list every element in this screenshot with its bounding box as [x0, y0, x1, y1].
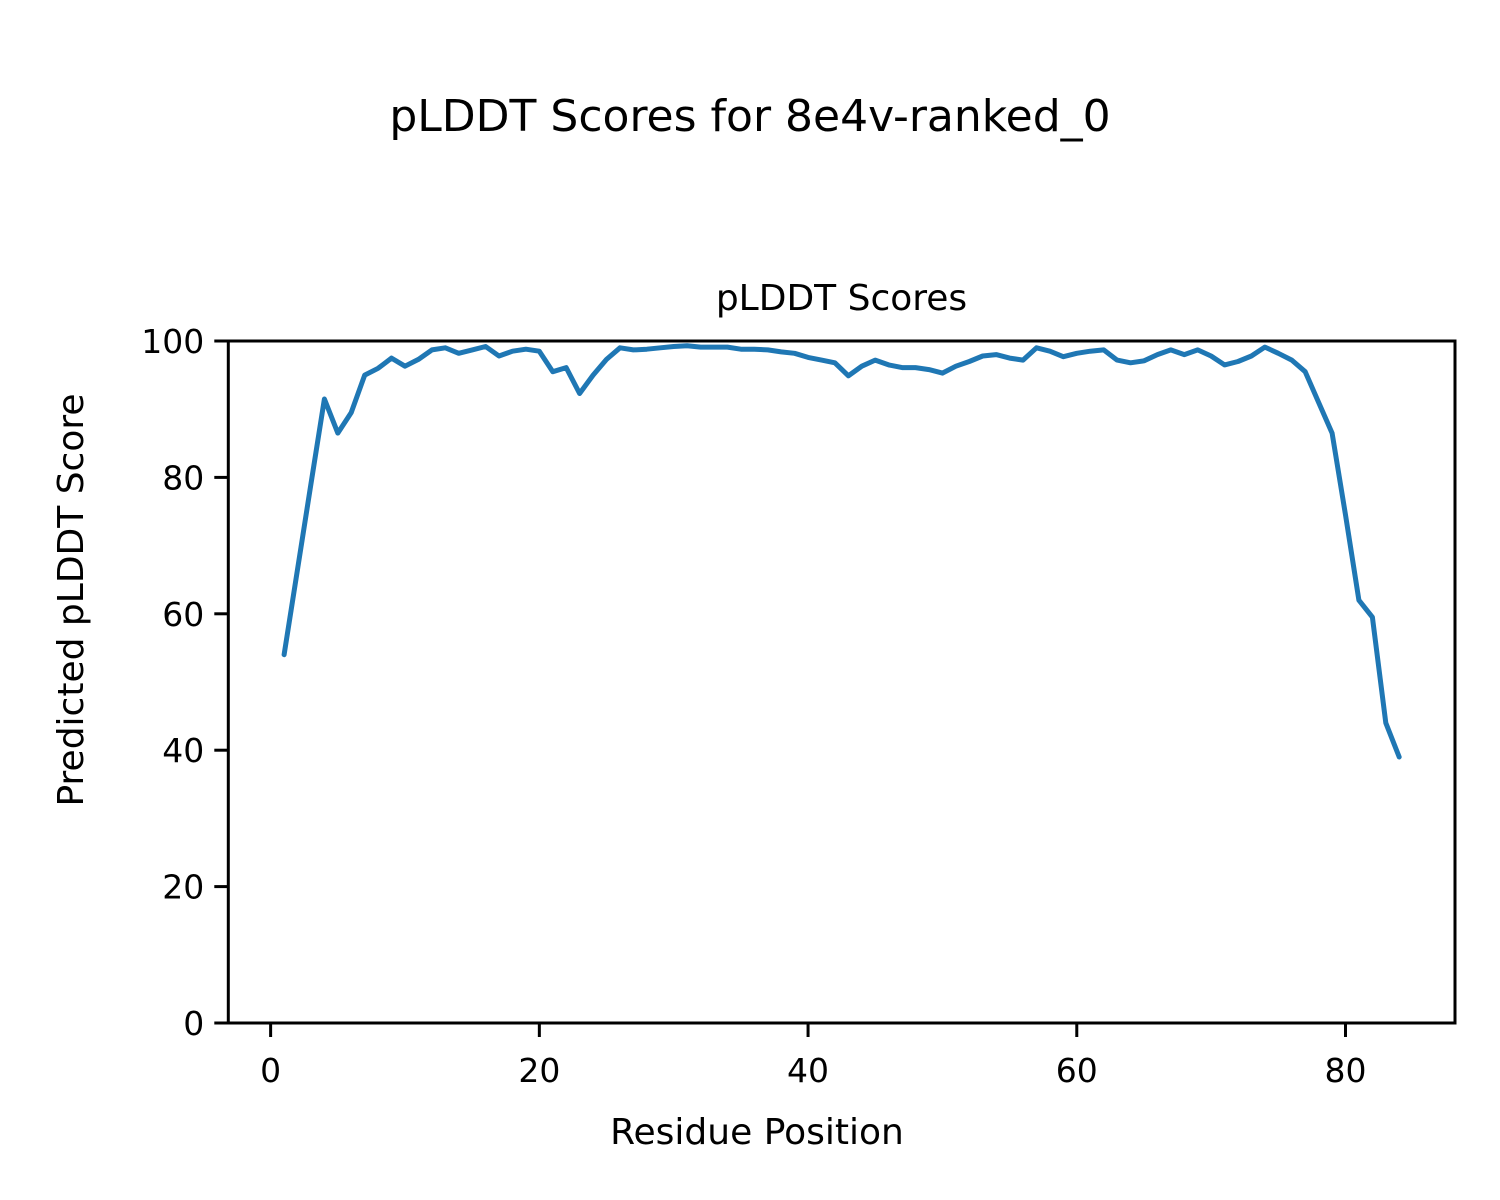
- x-tick-label: 20: [518, 1051, 560, 1090]
- x-tick-label: 80: [1324, 1051, 1366, 1090]
- x-axis-label: Residue Position: [610, 1112, 904, 1153]
- y-tick-label: 60: [162, 595, 204, 634]
- plddt-line: [281, 343, 1402, 760]
- x-tick-label: 40: [787, 1051, 829, 1090]
- y-tick-label: 20: [162, 868, 204, 907]
- y-tick-label: 100: [141, 322, 204, 361]
- axes-title: pLDDT Scores: [715, 278, 968, 319]
- y-tick-label: 80: [162, 458, 204, 497]
- y-tick-label: 0: [183, 1004, 204, 1043]
- y-tick-label: 40: [162, 731, 204, 770]
- x-tick-label: 0: [260, 1051, 281, 1090]
- figure-suptitle: pLDDT Scores for 8e4v-ranked_0: [389, 91, 1111, 142]
- axes-frame: [226, 339, 1457, 1025]
- x-tick-label: 60: [1056, 1051, 1098, 1090]
